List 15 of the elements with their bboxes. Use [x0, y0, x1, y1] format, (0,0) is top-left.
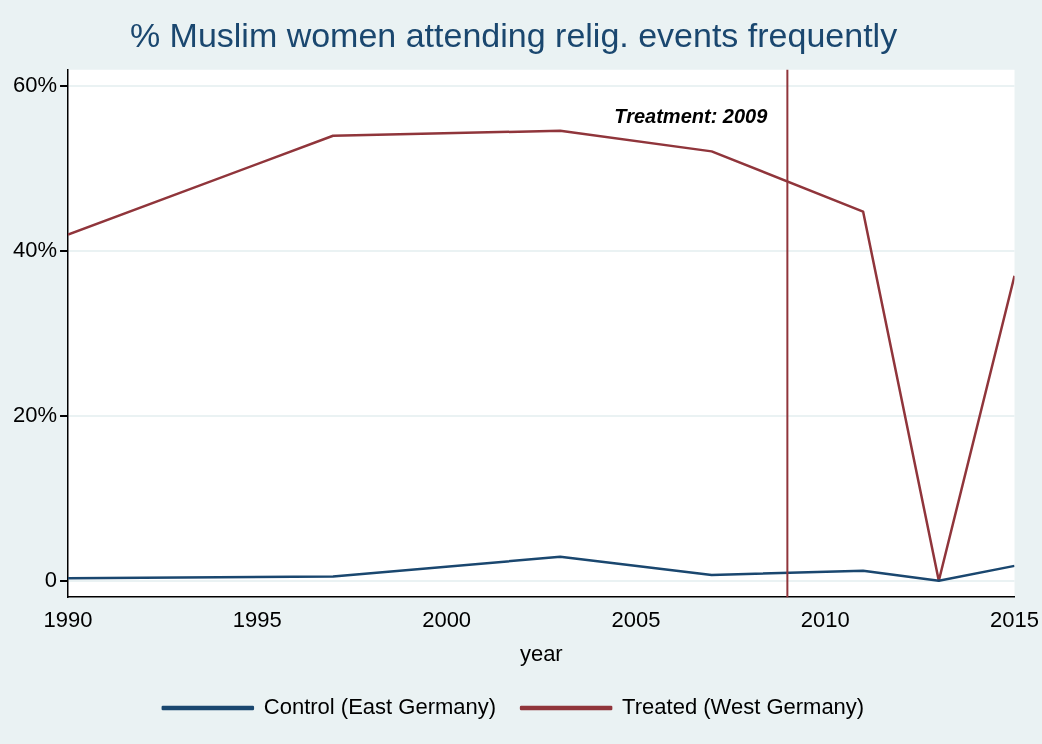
x-tick-label: 2010 [800, 607, 850, 633]
x-tick-label: 1990 [43, 607, 93, 633]
y-tick-label: 20% [12, 401, 58, 427]
x-tick-label: 1995 [232, 607, 282, 633]
x-tick-label: 2005 [611, 607, 661, 633]
x-tick-label: 2000 [422, 607, 472, 633]
x-axis-title: year [519, 640, 563, 666]
ref-line-label: Treatment: 2009 [614, 105, 769, 128]
y-tick-label: 60% [12, 72, 58, 98]
legend-label: Treated (West Germany) [622, 694, 865, 720]
chart-title: % Muslim women attending relig. events frequently [129, 15, 898, 54]
legend-label: Control (East Germany) [263, 694, 497, 720]
y-tick-label: 40% [12, 237, 58, 263]
y-tick-label: 0 [44, 566, 58, 592]
x-tick-label: 2015 [990, 607, 1040, 633]
